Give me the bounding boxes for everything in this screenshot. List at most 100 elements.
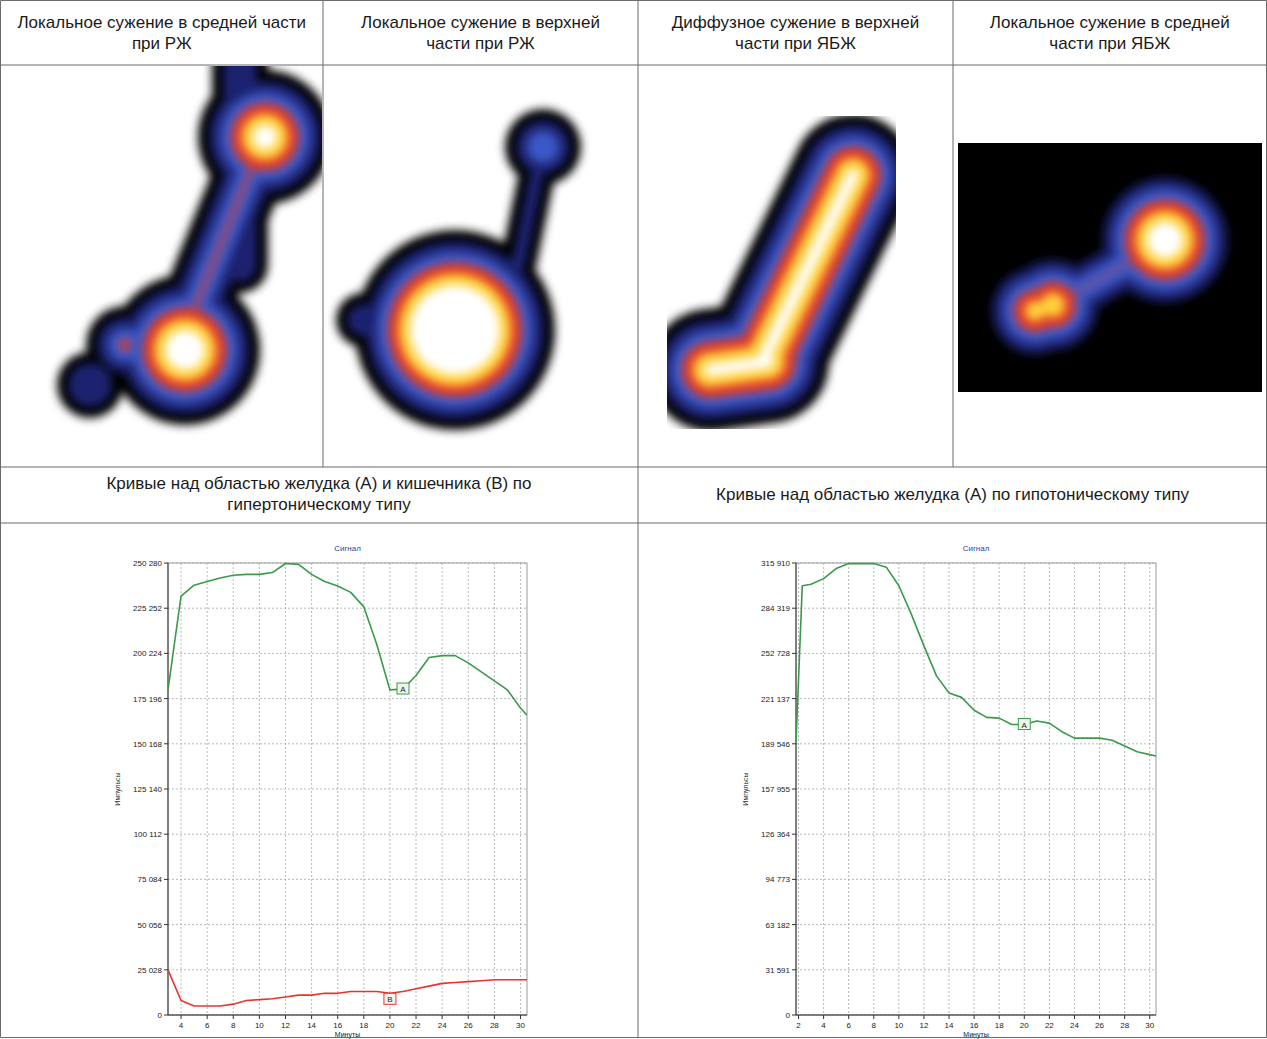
table-col-line: [638, 467, 639, 1038]
series-label-box: [1018, 719, 1030, 730]
heat-blob: [388, 263, 522, 397]
tick-label: 22: [1045, 1021, 1054, 1030]
grid-line: [168, 563, 527, 564]
grid-line: [796, 924, 1156, 925]
grid-line: [285, 563, 286, 1015]
heat-blob: [366, 241, 544, 419]
tick-label: 22: [412, 1021, 421, 1030]
scintigram: [336, 109, 581, 430]
heat-layer: [981, 167, 1238, 365]
series-label: A: [400, 685, 406, 694]
tick-mark: [1149, 1015, 1150, 1019]
tick-mark: [389, 1015, 390, 1019]
grid-line: [796, 879, 1156, 880]
tick-mark: [181, 1015, 182, 1019]
tick-mark: [164, 698, 168, 699]
grid-line: [168, 653, 527, 654]
tick-label: 16: [333, 1021, 342, 1030]
heat-layer: [710, 175, 853, 370]
tick-mark: [311, 1015, 312, 1019]
heat-layer: [710, 175, 853, 370]
grid-line: [168, 1015, 527, 1016]
grid-line: [796, 743, 1156, 744]
heat-streak: [710, 362, 768, 370]
tick-label: 94 773: [766, 875, 791, 884]
tick-mark: [792, 698, 796, 699]
tick-mark: [164, 1015, 168, 1016]
tick-label: 225 252: [133, 604, 162, 613]
chart: 025 02850 05675 084100 112125 140150 168…: [114, 544, 527, 1039]
tick-label: 157 955: [761, 785, 790, 794]
caption: Кривые над областью желудка (А) по гипот…: [638, 484, 1267, 505]
tick-label: 315 910: [761, 559, 790, 568]
tick-mark: [923, 1015, 924, 1019]
grid-line: [823, 563, 824, 1015]
image-background: [958, 143, 1262, 392]
tick-label: 28: [1120, 1021, 1129, 1030]
scintigram: [57, 66, 322, 425]
heat-blob: [143, 308, 227, 392]
heat-streak: [710, 362, 768, 370]
heat-blob: [377, 252, 533, 408]
table-row-line: [1, 0, 1267, 1]
grid-line: [798, 563, 799, 1015]
table-lines: [1, 1, 1267, 1038]
heat-streak: [763, 175, 853, 360]
tick-label: 6: [205, 1021, 210, 1030]
y-axis: [796, 563, 797, 1015]
tick-mark: [164, 924, 168, 925]
tick-label: 25 028: [138, 966, 163, 975]
tick-mark: [164, 789, 168, 790]
chart: 031 59163 18294 773126 364157 955189 546…: [742, 544, 1156, 1039]
heat-blob: [231, 103, 299, 171]
tick-label: 284 319: [761, 604, 790, 613]
grid-line: [233, 563, 234, 1015]
tick-label: 24: [1070, 1021, 1079, 1030]
series-label: A: [1022, 721, 1028, 730]
tick-mark: [792, 743, 796, 744]
grid-line: [468, 563, 469, 1015]
grid-line: [207, 563, 208, 1015]
heat-layer: [710, 175, 853, 370]
heat-layer: [347, 120, 570, 419]
tick-mark: [1049, 1015, 1050, 1019]
tick-mark: [1099, 1015, 1100, 1019]
tick-label: 125 140: [133, 785, 162, 794]
tick-mark: [468, 1015, 469, 1019]
grid-line: [796, 653, 1156, 654]
table-row-line: [1, 523, 1267, 524]
x-axis: [168, 1015, 527, 1016]
y-axis-title: Импульсы: [114, 772, 122, 805]
grid-line: [337, 563, 338, 1015]
scintigram: [958, 143, 1262, 392]
grid-line: [1099, 563, 1100, 1015]
tick-label: 18: [995, 1021, 1004, 1030]
heat-layer: [119, 103, 299, 392]
heat-blob: [505, 109, 581, 185]
chart-title: Сигнал: [334, 544, 361, 553]
series-line: [796, 564, 1156, 756]
table-col-line: [1266, 467, 1267, 1038]
grid-line: [168, 924, 527, 925]
table-col-line: [953, 1, 954, 468]
x-axis: [796, 1015, 1156, 1016]
tick-mark: [898, 1015, 899, 1019]
tick-mark: [792, 563, 796, 564]
tick-label: 63 182: [766, 921, 791, 930]
table-col-line: [1266, 1, 1267, 468]
tick-mark: [999, 1015, 1000, 1019]
tick-label: 252 728: [761, 649, 790, 658]
tick-label: 175 196: [133, 695, 162, 704]
grid-line: [416, 563, 417, 1015]
caption: Локальное сужение в средней части при ЯБ…: [967, 12, 1253, 54]
scintigram-body: [336, 109, 581, 430]
tick-mark: [792, 1015, 796, 1016]
tick-mark: [337, 1015, 338, 1019]
tick-label: 189 546: [761, 740, 790, 749]
tick-mark: [823, 1015, 824, 1019]
table-col-line: [0, 467, 1, 1038]
figure: 025 02850 05675 084100 112125 140150 168…: [0, 0, 1267, 1039]
tick-mark: [164, 834, 168, 835]
tick-mark: [792, 879, 796, 880]
grid-line: [442, 563, 443, 1015]
